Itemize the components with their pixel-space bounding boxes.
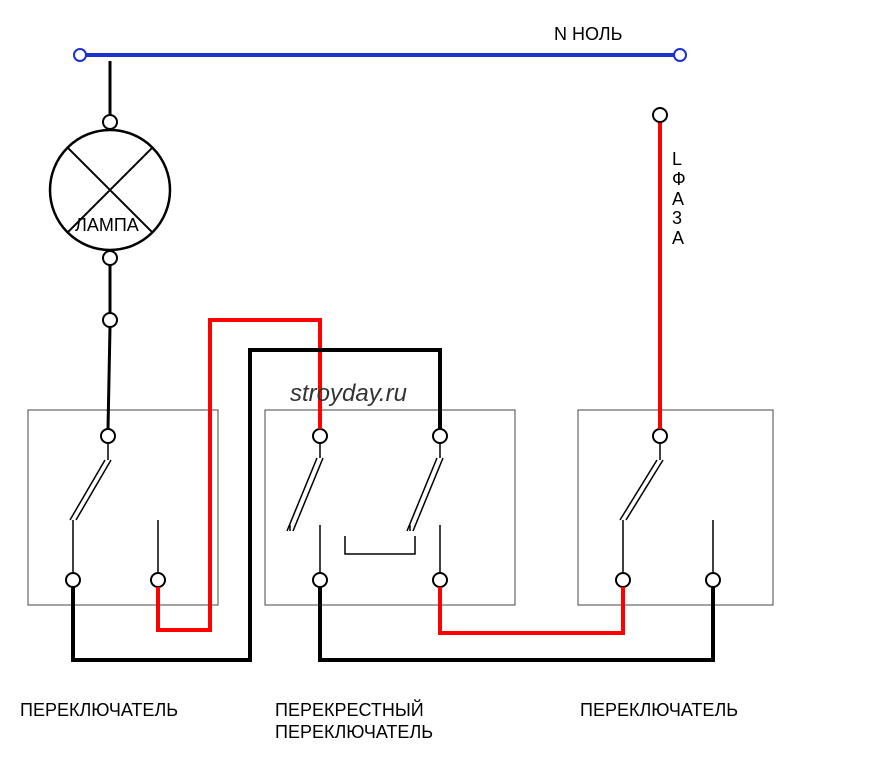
lamp-top-term bbox=[103, 115, 117, 129]
wiring-diagram bbox=[0, 0, 880, 768]
phase-label: LФА3А bbox=[672, 150, 686, 249]
lamp-bot-term bbox=[103, 251, 117, 265]
switch-left-label: ПЕРЕКЛЮЧАТЕЛЬ bbox=[20, 700, 178, 721]
neutral-term-left bbox=[74, 49, 86, 61]
switch-right-internals bbox=[616, 429, 720, 587]
switch-mid-label-2: ПЕРЕКЛЮЧАТЕЛЬ bbox=[275, 722, 433, 743]
switch-left-internals bbox=[66, 429, 165, 587]
switch-box-left bbox=[28, 410, 218, 605]
interconnect-wires bbox=[73, 265, 713, 660]
switch-mid-label-1: ПЕРЕКРЕСТНЫЙ bbox=[275, 700, 424, 721]
phase-wire bbox=[653, 108, 667, 429]
neutral-term-right bbox=[674, 49, 686, 61]
neutral-label: N НОЛЬ bbox=[554, 24, 622, 45]
switch-mid-internals bbox=[287, 429, 447, 587]
lamp-label: ЛАМПА bbox=[75, 215, 139, 236]
watermark-text: stroyday.ru bbox=[290, 380, 407, 408]
switch-box-right bbox=[578, 410, 773, 605]
switch-right-label: ПЕРЕКЛЮЧАТЕЛЬ bbox=[580, 700, 738, 721]
